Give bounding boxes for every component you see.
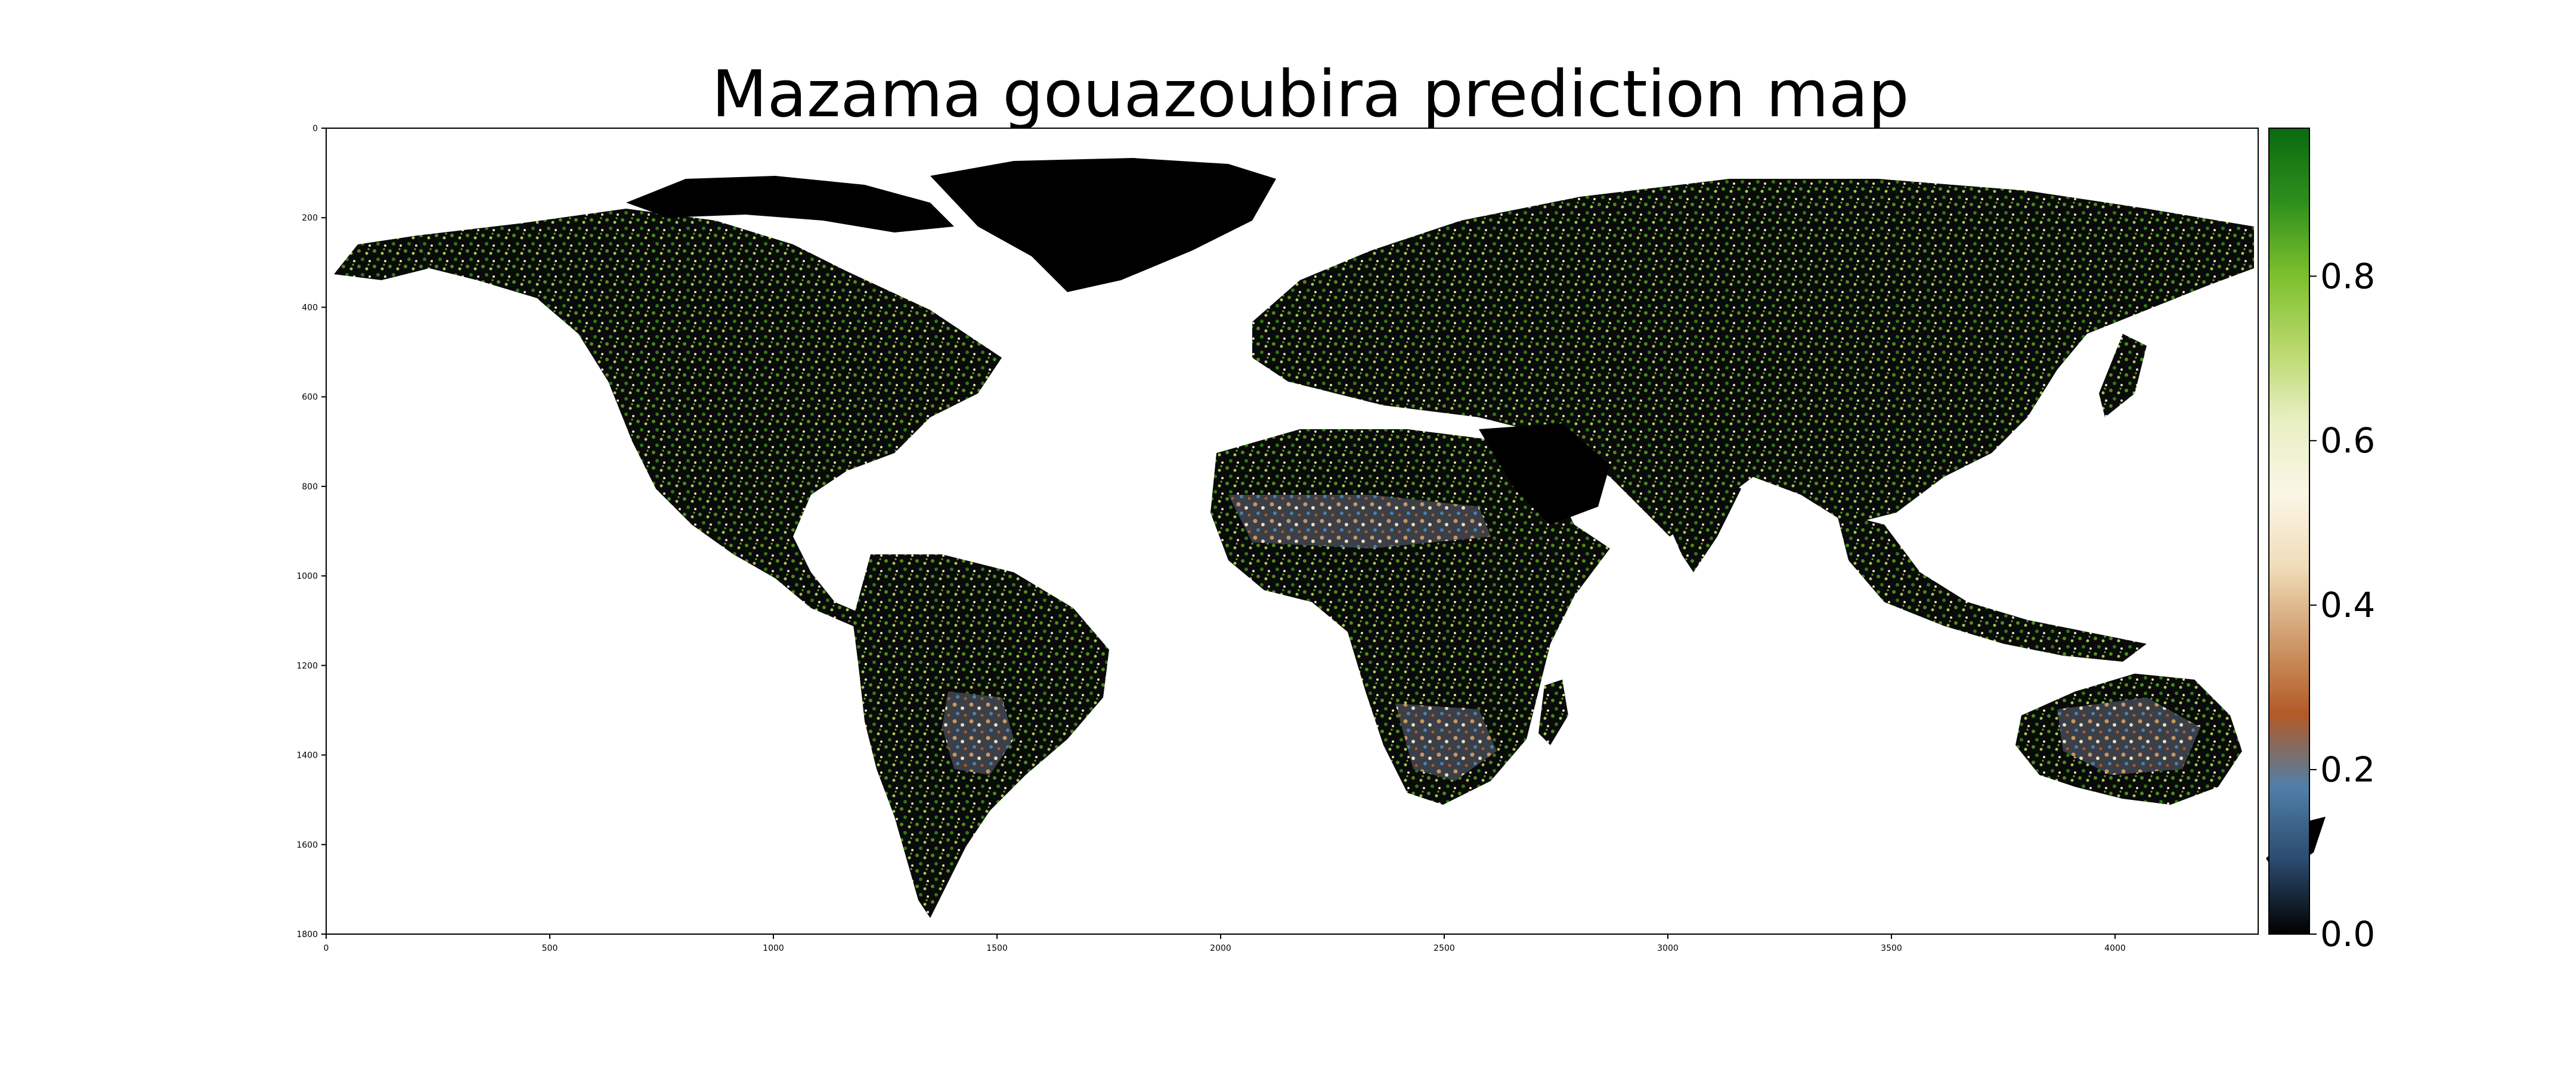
australia-dry — [2057, 697, 2200, 775]
x-tick-label: 500 — [542, 944, 558, 953]
map-axes — [326, 128, 2326, 935]
y-tick-label: 600 — [302, 393, 318, 402]
southern-africa-dry — [1395, 703, 1497, 781]
y-tick-label: 400 — [302, 303, 318, 312]
colorbar-gradient — [2268, 128, 2310, 935]
x-tick-label: 0 — [324, 944, 329, 953]
south-america-dry — [942, 691, 1014, 775]
x-tick-label: 4000 — [2104, 944, 2126, 953]
colorbar-tick-label: 0.0 — [2320, 914, 2375, 954]
y-axis-ticks: 0 200 400 600 800 1000 1200 1400 1600 1800 — [296, 124, 326, 939]
colorbar-tick-label: 0.6 — [2320, 420, 2375, 461]
land-masses — [334, 158, 2326, 918]
madagascar — [1538, 680, 1568, 745]
x-axis-ticks: 0 500 1000 1500 2000 2500 3000 3500 4000 — [324, 934, 2126, 953]
north-america — [417, 209, 1002, 644]
japan — [2099, 334, 2147, 417]
canadian-archipelago — [626, 176, 954, 232]
x-tick-label: 1500 — [986, 944, 1008, 953]
colorbar-tick-label: 0.4 — [2320, 585, 2375, 625]
y-tick-label: 1600 — [296, 841, 318, 850]
y-tick-label: 800 — [302, 482, 318, 492]
y-tick-label: 1200 — [296, 661, 318, 671]
map-title: Mazama gouazoubira prediction map — [711, 57, 1909, 132]
x-tick-label: 3000 — [1657, 944, 1679, 953]
colorbar-tick-label: 0.8 — [2320, 256, 2375, 296]
y-tick-label: 1000 — [296, 572, 318, 581]
x-tick-label: 2000 — [1210, 944, 1231, 953]
colorbar-tick-label: 0.2 — [2320, 749, 2375, 790]
y-tick-label: 1800 — [296, 930, 318, 939]
y-tick-label: 200 — [302, 213, 318, 223]
y-tick-label: 1400 — [296, 751, 318, 761]
alaska — [334, 235, 429, 280]
x-tick-label: 1000 — [763, 944, 784, 953]
eurasia — [1252, 179, 2254, 536]
y-tick-label: 0 — [312, 124, 318, 134]
colorbar-ticks: 0.0 0.2 0.4 0.6 0.8 — [2309, 256, 2375, 954]
x-tick-label: 3500 — [1881, 944, 1902, 953]
india — [1646, 465, 1741, 572]
sahara-dry — [1228, 495, 1491, 548]
x-tick-label: 2500 — [1433, 944, 1455, 953]
greenland — [930, 158, 1276, 292]
arabia — [1479, 423, 1610, 525]
colorbar: 0.0 0.2 0.4 0.6 0.8 — [2268, 128, 2375, 954]
southeast-asia — [1837, 513, 2147, 662]
